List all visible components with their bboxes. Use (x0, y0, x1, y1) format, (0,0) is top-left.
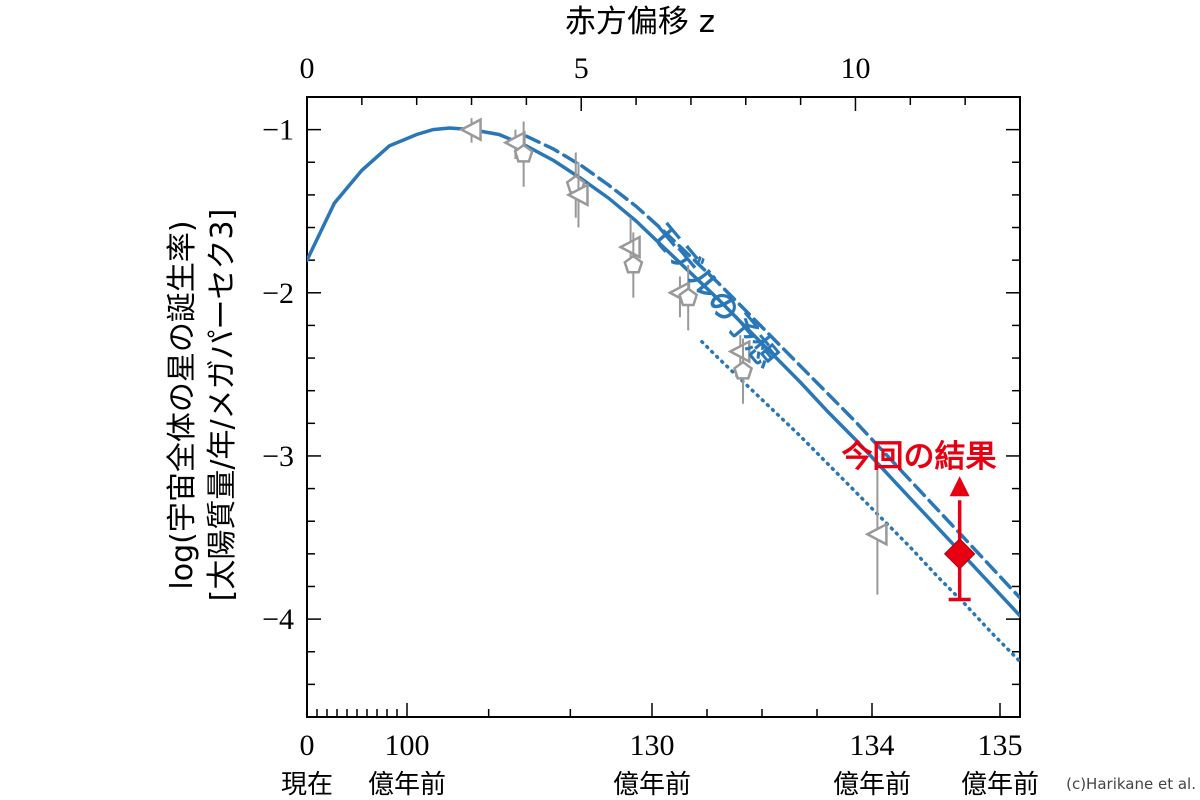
observation-point-triangle (864, 522, 888, 547)
observation-point-pentagon (513, 143, 534, 163)
bottom-tick-label: 100 (385, 729, 430, 762)
y-axis-title-line1: log(宇宙全体の星の誕生率) (165, 220, 200, 589)
observation-point-triangle (617, 235, 641, 260)
y-tick-label: −2 (262, 277, 294, 310)
observation-point-pentagon (678, 287, 699, 307)
plot-area (307, 117, 1020, 665)
model-curve-solid (307, 126, 1020, 619)
bottom-tick-sublabel: 億年前 (613, 770, 691, 800)
observation-point-pentagon (733, 360, 754, 380)
bottom-tick-sublabel: 現在 (281, 770, 333, 800)
top-axis-title: 赤方偏移 z (565, 4, 715, 40)
bottom-tick-label: 0 (300, 729, 315, 762)
bottom-tick-sublabel: 億年前 (961, 770, 1039, 800)
y-axis-title: log(宇宙全体の星の誕生率) [太陽質量/年/メガパーセク3] (165, 209, 240, 602)
bottom-tick-label: 135 (978, 729, 1023, 762)
result-annotation: 今回の結果 (842, 439, 997, 475)
observation-point-triangle (565, 182, 589, 207)
model-curve-dotted (700, 339, 1020, 665)
model-curve-dashed (524, 134, 1020, 601)
bottom-tick-label: 130 (630, 729, 675, 762)
observation-point-pentagon (623, 254, 644, 274)
y-tick-label: −1 (262, 114, 294, 147)
top-tick-label: 10 (840, 52, 870, 85)
observation-point-triangle (727, 339, 751, 364)
y-axis-title-line2: [太陽質量/年/メガパーセク3] (205, 209, 240, 602)
credit-text: (c)Harikane et al. (1066, 775, 1196, 793)
y-tick-label: −3 (262, 440, 294, 473)
bottom-tick-label: 134 (850, 729, 895, 762)
plot-frame (306, 96, 1021, 718)
result-point (943, 538, 976, 570)
y-tick-label: −4 (262, 603, 294, 636)
top-tick-label: 5 (574, 52, 589, 85)
observation-point-triangle (458, 117, 482, 142)
top-tick-label: 0 (300, 52, 315, 85)
bottom-tick-sublabel: 億年前 (833, 770, 911, 800)
result-arrow-head (949, 476, 970, 497)
bottom-tick-sublabel: 億年前 (368, 770, 446, 800)
